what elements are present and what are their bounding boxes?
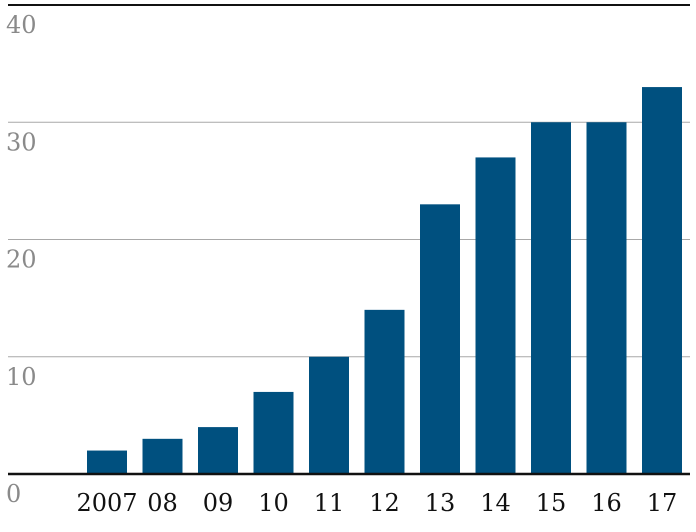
bar-13 xyxy=(420,204,460,474)
x-tick-label-17: 17 xyxy=(647,489,678,517)
y-tick-label-0: 0 xyxy=(6,480,21,508)
bar-15 xyxy=(531,122,571,474)
x-tick-label-2007: 2007 xyxy=(76,489,137,517)
x-tick-label-13: 13 xyxy=(425,489,456,517)
bar-14 xyxy=(475,157,516,475)
x-tick-label-14: 14 xyxy=(480,489,511,517)
y-tick-label-20: 20 xyxy=(6,246,37,274)
x-tick-label-15: 15 xyxy=(536,489,567,517)
x-tick-label-11: 11 xyxy=(314,489,345,517)
y-axis-tick-labels: 0 10 20 30 40 xyxy=(6,11,37,508)
x-tick-label-09: 09 xyxy=(203,489,234,517)
bars xyxy=(87,87,682,475)
bar-16 xyxy=(586,122,627,474)
bar-11 xyxy=(309,356,349,474)
bar-10 xyxy=(253,391,294,474)
x-tick-label-10: 10 xyxy=(258,489,289,517)
x-tick-label-16: 16 xyxy=(591,489,622,517)
bar-08 xyxy=(142,438,183,474)
bar-09 xyxy=(198,427,238,474)
y-tick-label-10: 10 xyxy=(6,363,37,391)
bar-2007 xyxy=(87,450,127,474)
y-tick-label-30: 30 xyxy=(6,128,37,156)
bar-17 xyxy=(642,87,682,474)
x-axis-tick-labels: 2007 08 09 10 11 12 13 14 15 16 17 xyxy=(76,489,677,517)
bar-12 xyxy=(364,309,405,474)
x-tick-label-08: 08 xyxy=(147,489,178,517)
y-tick-label-40: 40 xyxy=(6,11,37,39)
x-tick-label-12: 12 xyxy=(369,489,400,517)
